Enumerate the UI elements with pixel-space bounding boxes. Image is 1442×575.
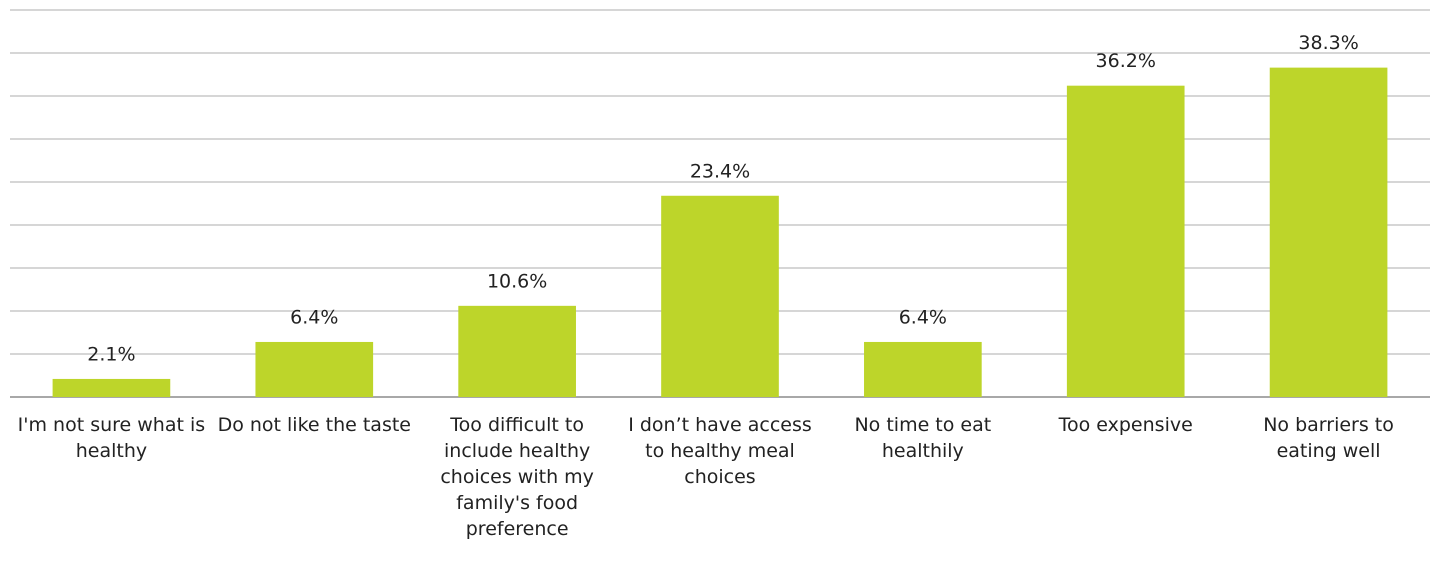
value-label: 36.2% xyxy=(1096,50,1156,72)
value-label: 6.4% xyxy=(290,306,338,328)
bar xyxy=(661,195,779,397)
bar xyxy=(52,378,171,397)
value-label: 2.1% xyxy=(87,343,135,365)
bar xyxy=(1269,67,1388,398)
x-tick-label: No barriers to eating well xyxy=(1263,414,1394,462)
bar xyxy=(864,341,982,397)
bar xyxy=(1066,85,1185,398)
x-tick-label: I don’t have access to healthy meal choi… xyxy=(628,414,812,488)
x-tick-label: Too difficult to include healthy choices… xyxy=(440,414,594,540)
x-tick-label: Do not like the taste xyxy=(217,414,411,436)
value-label: 38.3% xyxy=(1298,32,1358,54)
value-label: 23.4% xyxy=(690,160,750,182)
value-label: 6.4% xyxy=(899,306,947,328)
x-tick-label: No time to eat healthily xyxy=(854,414,992,462)
bar xyxy=(458,305,576,397)
x-tick-label: I'm not sure what is healthy xyxy=(17,414,206,462)
value-label: 10.6% xyxy=(487,270,547,292)
x-tick-label: Too expensive xyxy=(1058,414,1193,436)
bar xyxy=(255,341,374,397)
